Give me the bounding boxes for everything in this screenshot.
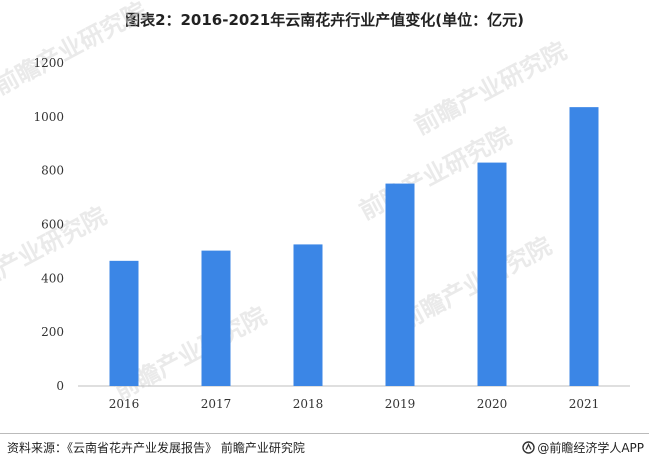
chart-title: 图表2：2016-2021年云南花卉行业产值变化(单位：亿元) — [125, 11, 524, 29]
source-note: 资料来源：《云南省花卉产业发展报告》 前瞻产业研究院 — [7, 441, 305, 455]
bars — [109, 107, 599, 386]
footer: 资料来源：《云南省花卉产业发展报告》 前瞻产业研究院 @前瞻经济学人APP — [0, 433, 649, 467]
brand-label: @前瞻经济学人APP — [537, 441, 644, 455]
x-tick-label: 2019 — [385, 397, 416, 411]
watermark-text: 前瞻产业研究院 — [410, 37, 571, 141]
x-tick-label: 2020 — [477, 397, 508, 411]
bar-2019 — [385, 183, 415, 386]
bar-2017 — [201, 250, 231, 386]
y-tick-label: 400 — [41, 271, 64, 285]
bar-2018 — [293, 244, 323, 386]
x-tick-label: 2016 — [109, 397, 140, 411]
bar-2021 — [569, 107, 599, 386]
x-tick-label: 2021 — [569, 397, 600, 411]
brand-logo-icon — [522, 441, 536, 454]
y-tick-label: 1000 — [33, 110, 64, 124]
y-tick-label: 800 — [41, 164, 64, 178]
x-axis: 2016 2017 2018 2019 2020 2021 — [109, 397, 600, 411]
y-tick-label: 1200 — [33, 56, 64, 70]
watermark-text: 前瞻产业研究院 — [395, 232, 556, 336]
watermark-text: 前瞻产业研究院 — [0, 0, 151, 100]
y-axis: 0 200 400 600 800 1000 1200 — [33, 56, 64, 393]
y-tick-label: 600 — [41, 218, 64, 232]
bar-2016 — [109, 260, 139, 386]
bar-2020 — [477, 162, 507, 386]
x-tick-label: 2017 — [201, 397, 232, 411]
x-tick-label: 2018 — [293, 397, 324, 411]
y-tick-label: 0 — [56, 379, 64, 393]
y-tick-label: 200 — [41, 325, 64, 339]
brand-credit: @前瞻经济学人APP — [522, 439, 644, 456]
